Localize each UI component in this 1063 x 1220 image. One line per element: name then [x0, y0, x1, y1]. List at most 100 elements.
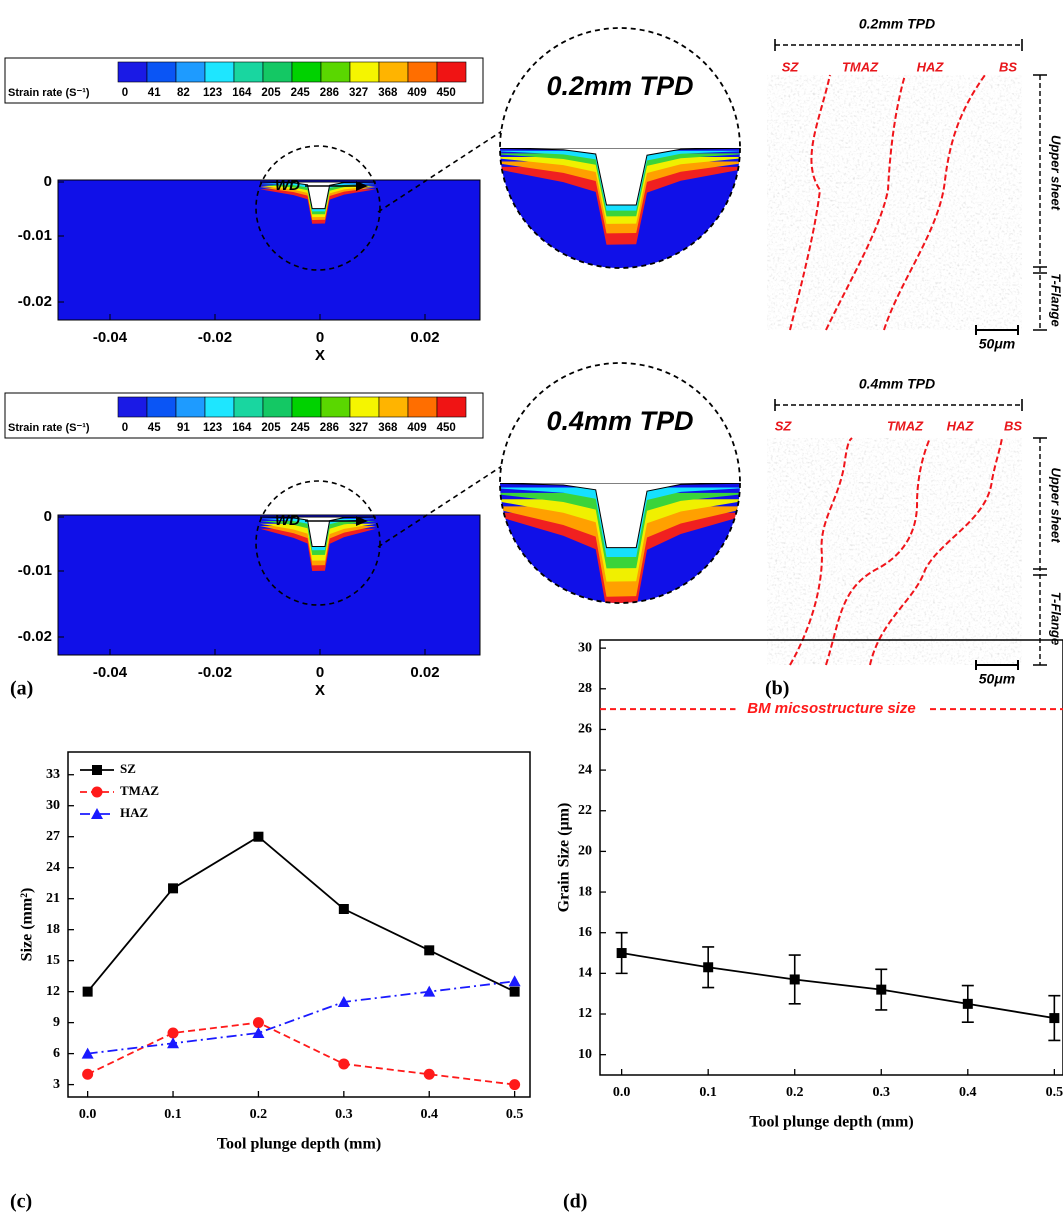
y-axis-label: Grain Size (µm) [556, 803, 573, 913]
y-tick-label: 18 [578, 884, 592, 899]
colorbar-level: 286 [320, 422, 339, 434]
groove-cut [500, 482, 740, 549]
zoom-view [500, 363, 740, 603]
y-tick-label: -0.02 [18, 293, 52, 310]
marker [168, 883, 179, 894]
colorbar-cell [349, 396, 380, 418]
marker [253, 831, 264, 842]
label-background [735, 699, 928, 720]
legend-label: HAZ [120, 805, 149, 820]
zoom-label: 0.2mm TPD [546, 71, 693, 101]
focus-circle [255, 480, 381, 606]
marker [1049, 1013, 1060, 1024]
layer-label: Upper sheet [1049, 467, 1063, 543]
series-line [87, 980, 515, 1055]
arrow-head [356, 516, 368, 526]
zoom-connector [377, 117, 523, 213]
y-tick-label: 3 [53, 1077, 60, 1092]
marker [338, 904, 349, 915]
colorbar-level: 245 [291, 87, 311, 99]
x-tick-label: 0.1 [164, 1107, 182, 1122]
colorbar-level: 91 [177, 422, 190, 434]
colorbar-level: 327 [349, 422, 368, 434]
marker [423, 1068, 435, 1080]
series-line [621, 952, 1055, 1019]
marker [82, 1068, 94, 1080]
y-tick-label: 24 [578, 762, 592, 777]
panel-label: (a) [10, 678, 33, 700]
y-tick-label: -0.01 [18, 227, 52, 244]
colorbar-level: 0 [122, 87, 128, 99]
y-tick-label: 6 [53, 1046, 60, 1061]
colorbar-level: 205 [261, 422, 281, 434]
plot-frame [67, 751, 531, 1098]
small-groove [259, 516, 377, 572]
y-tick-label: 26 [578, 722, 592, 737]
zone-boundary [825, 74, 906, 331]
colorbar-cell [378, 61, 409, 83]
marker [82, 986, 93, 997]
x-tick-label: 0.5 [506, 1107, 524, 1122]
y-tick-label: 21 [46, 891, 60, 906]
y-tick-label: 12 [578, 1006, 592, 1021]
y-tick-label: 30 [578, 640, 592, 655]
y-tick-label: 28 [578, 681, 592, 696]
colorbar-cell [233, 61, 264, 83]
groove-cut [259, 181, 377, 210]
colorbar-level: 327 [349, 87, 368, 99]
domain [57, 179, 481, 321]
layer-label: T-Flange [1049, 592, 1063, 645]
x-tick-label: 0.5 [1046, 1085, 1063, 1100]
marker [167, 1037, 180, 1049]
x-tick-label: 0.2 [250, 1107, 268, 1122]
scale-label: 50μm [979, 336, 1015, 352]
colorbar-level: 409 [407, 422, 426, 434]
zone-label: BS [1004, 418, 1022, 433]
domain [57, 514, 481, 656]
marker [252, 1026, 265, 1038]
zoom-circle [499, 362, 741, 604]
zoom-label: 0.4mm TPD [546, 406, 693, 436]
zone-boundary [883, 74, 986, 331]
zoom-circle [499, 27, 741, 269]
direction-label: WD [275, 512, 300, 529]
y-tick-label: -0.01 [18, 562, 52, 579]
focus-circle [255, 145, 381, 271]
colorbar-level: 0 [122, 422, 128, 434]
scale-label: 50μm [979, 671, 1015, 687]
marker [616, 948, 627, 959]
colorbar-cell [320, 61, 351, 83]
colorbar-cell [175, 396, 206, 418]
y-tick-label: 24 [46, 860, 60, 875]
colorbar-cell [117, 396, 148, 418]
zone-label: BS [999, 59, 1017, 74]
marker [81, 1047, 94, 1059]
x-tick-label: 0 [316, 329, 324, 346]
colorbar-level: 45 [148, 422, 161, 434]
colorbar-cell [262, 61, 293, 83]
colorbar-cell [378, 396, 409, 418]
legend-label: SZ [120, 761, 136, 776]
micrograph [767, 75, 1022, 330]
y-tick-label: -0.02 [18, 628, 52, 645]
reference-label: BM micsostructure size [747, 700, 915, 717]
zone-label: SZ [775, 418, 793, 433]
y-tick-label: 16 [578, 925, 592, 940]
marker [509, 1079, 521, 1091]
colorbar-level: 450 [437, 422, 456, 434]
small-groove [259, 181, 377, 224]
marker [789, 974, 800, 985]
panel-label: (b) [765, 678, 789, 700]
zone-boundary [789, 74, 831, 331]
marker [338, 1058, 350, 1070]
colorbar-cell [349, 61, 380, 83]
colorbar-level: 41 [148, 87, 161, 99]
zoom-connector [377, 452, 523, 548]
colorbar-cell [407, 396, 438, 418]
y-tick-label: 9 [53, 1015, 60, 1030]
x-tick-label: 0.3 [873, 1085, 891, 1100]
plot-frame [599, 639, 1063, 1076]
groove-cut [500, 147, 740, 206]
colorbar-cell [262, 396, 293, 418]
x-tick-label: -0.02 [198, 329, 232, 346]
